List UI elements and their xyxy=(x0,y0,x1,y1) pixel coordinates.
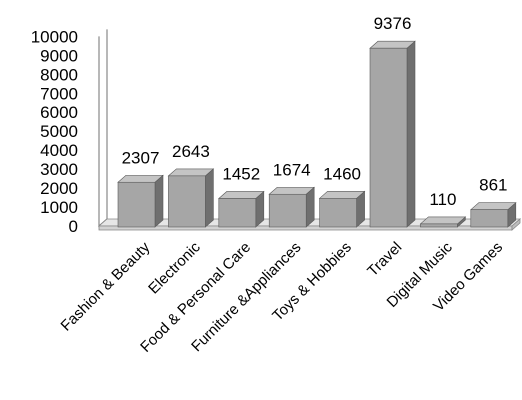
data-label: 2307 xyxy=(122,148,160,167)
y-tick-label: 1000 xyxy=(40,198,78,217)
bar-top-face xyxy=(268,186,315,195)
bar-front-face xyxy=(218,198,257,228)
x-category-label: Travel xyxy=(364,239,405,280)
bar xyxy=(117,174,164,228)
x-category-label: Fashion & Beauty xyxy=(58,238,154,334)
y-tick-label: 9000 xyxy=(40,46,78,65)
y-tick-label: 0 xyxy=(69,217,78,236)
bar xyxy=(318,190,366,228)
bar-front-face xyxy=(268,193,307,228)
y-tick-label: 5000 xyxy=(40,122,78,141)
y-tick-label: 3000 xyxy=(40,160,78,179)
bar-top-face xyxy=(218,191,265,199)
bar-front-face xyxy=(470,209,509,228)
bar-side-face xyxy=(406,40,416,228)
bar-top-face xyxy=(318,191,366,199)
y-axis-line xyxy=(98,29,108,228)
y-tick-label: 2000 xyxy=(40,179,78,198)
chart-back-layer xyxy=(98,29,108,228)
y-tick-label: 8000 xyxy=(40,65,78,84)
bar-top-face xyxy=(470,202,517,210)
y-tick-label: 4000 xyxy=(40,141,78,160)
bar-top-face xyxy=(117,174,164,183)
bar-top-face xyxy=(167,168,215,177)
data-label: 1674 xyxy=(273,160,311,179)
data-labels: 2307 2643 1452 1674 1460 9376 110 861 xyxy=(122,14,508,209)
y-axis-tick-labels: 0100020003000400050006000700080009000100… xyxy=(31,27,78,236)
bar-front-face xyxy=(168,175,206,228)
bar-front-face xyxy=(420,223,458,228)
y-tick-label: 10000 xyxy=(31,27,78,46)
bar xyxy=(470,202,517,228)
data-label: 110 xyxy=(429,190,456,209)
chart-bars-layer xyxy=(117,40,517,228)
bar-front-face xyxy=(319,198,357,228)
data-label: 861 xyxy=(479,176,507,195)
bar xyxy=(167,168,215,228)
bar xyxy=(268,186,315,228)
bar-front-face xyxy=(117,181,156,228)
bar xyxy=(218,190,265,228)
data-label: 2643 xyxy=(172,142,210,161)
bar xyxy=(419,216,467,228)
bar-top-face xyxy=(419,216,467,225)
bar-side-face xyxy=(154,174,164,228)
y-tick-label: 7000 xyxy=(40,84,78,103)
data-label: 1452 xyxy=(222,164,260,183)
bar-side-face xyxy=(205,168,214,228)
chart-floor-side xyxy=(511,218,521,231)
data-label: 1460 xyxy=(323,164,361,183)
bar xyxy=(369,40,416,228)
bar-top-face xyxy=(369,40,416,49)
data-label: 9376 xyxy=(374,14,412,33)
bar-front-face xyxy=(369,47,408,228)
y-tick-label: 6000 xyxy=(40,103,78,122)
